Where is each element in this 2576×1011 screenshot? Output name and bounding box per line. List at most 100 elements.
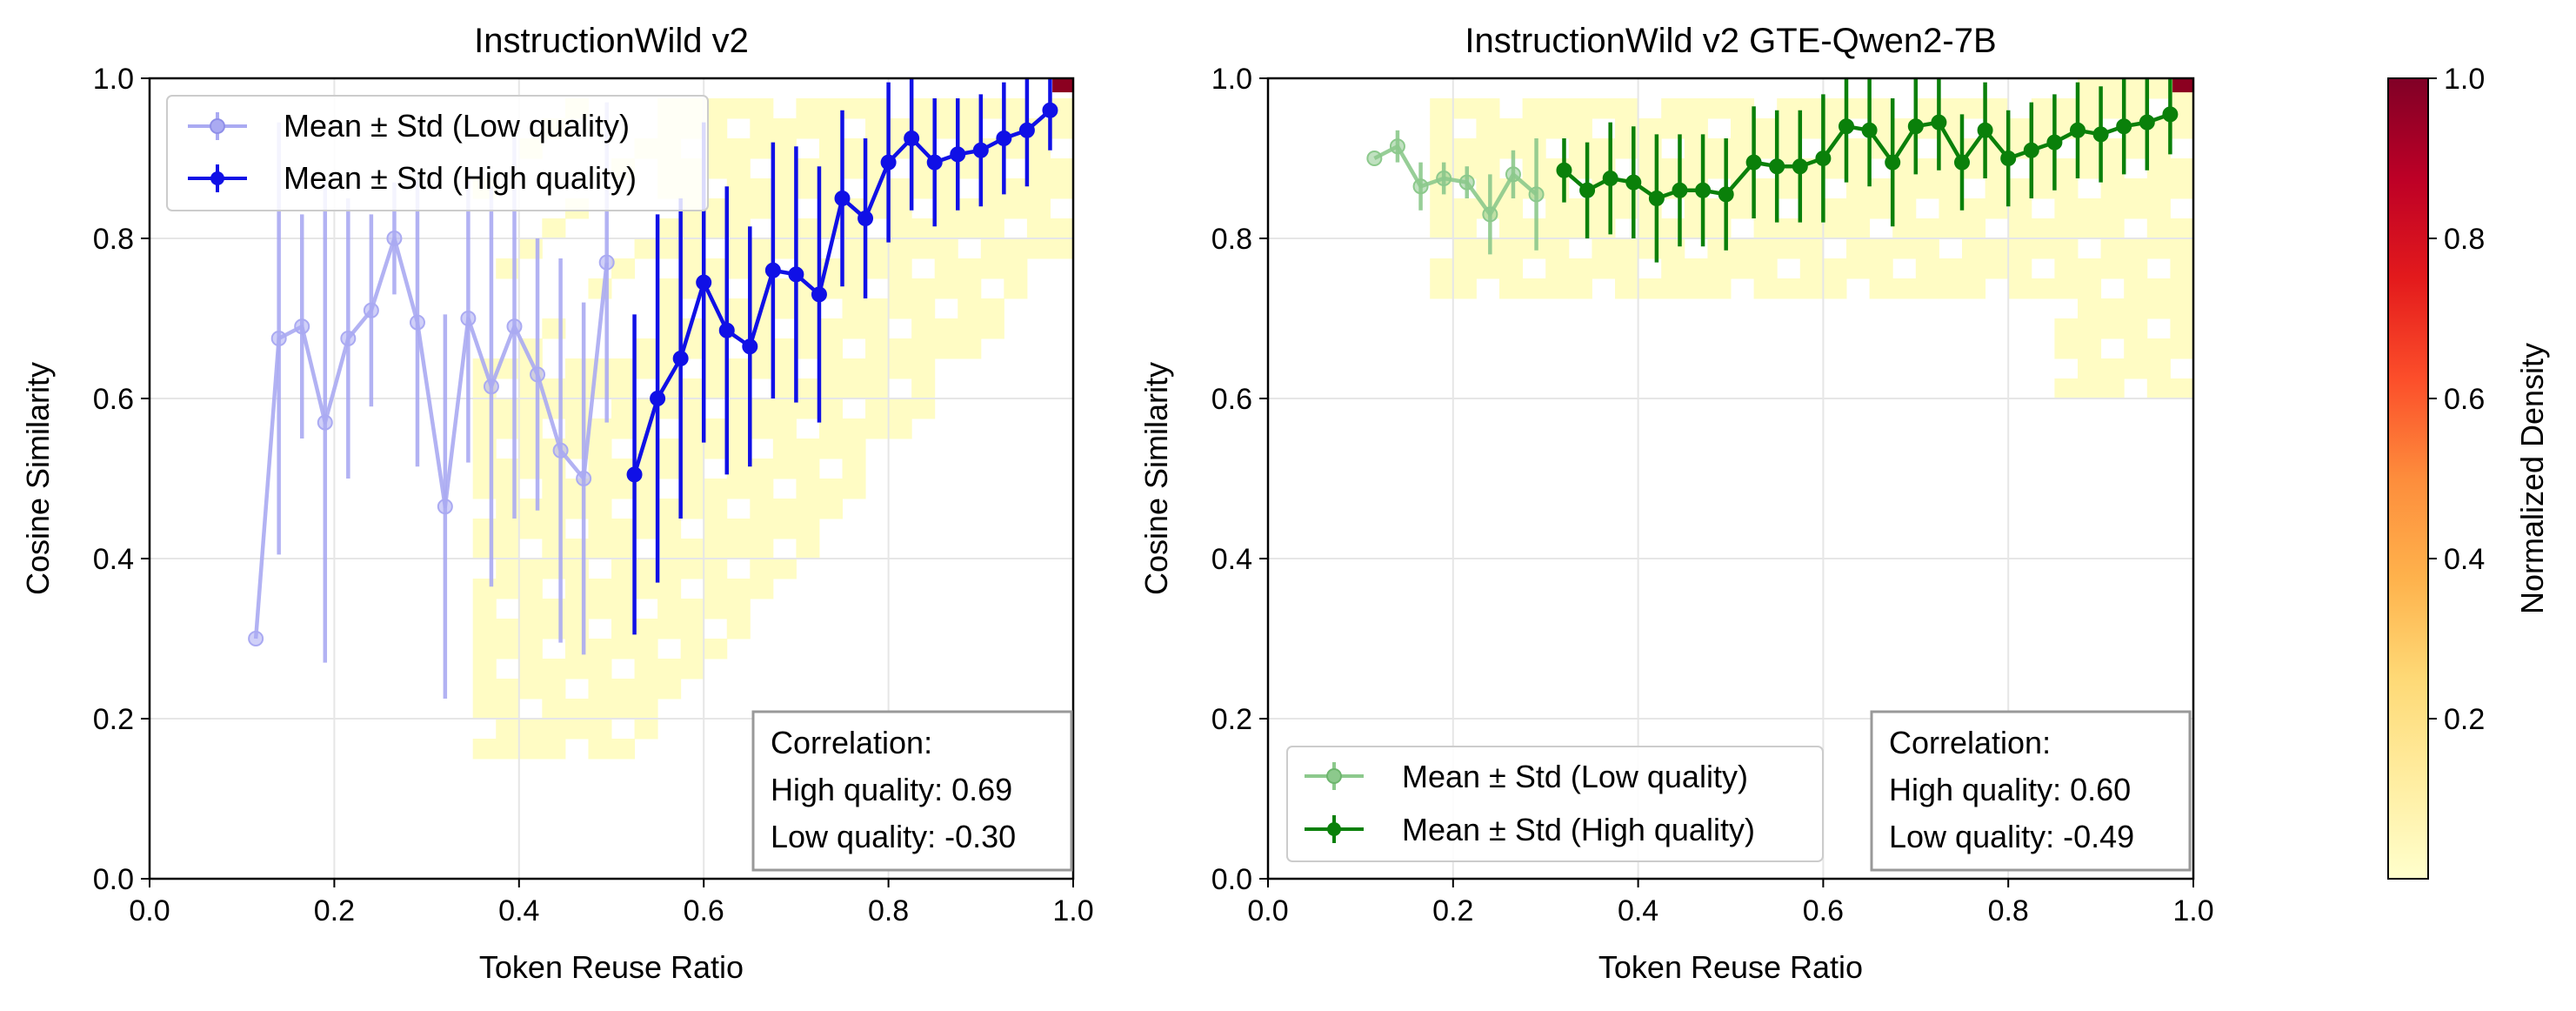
- right-density-cell: [2124, 358, 2148, 379]
- right-high-point: [1579, 182, 1596, 198]
- left-low-point: [409, 314, 425, 331]
- right-density-cell: [2124, 338, 2148, 359]
- right-density-cell: [2170, 118, 2194, 139]
- right-density-cell: [1522, 218, 1546, 239]
- left-density-cell: [726, 539, 751, 559]
- left-density-cell: [865, 258, 890, 279]
- right-density-cell: [2078, 358, 2102, 379]
- left-density-cell: [704, 599, 728, 619]
- left-density-cell: [657, 278, 682, 299]
- right-y-tick-label: 1.0: [1211, 63, 1252, 96]
- left-density-cell: [934, 198, 958, 219]
- colorbar-gradient: [2387, 77, 2429, 880]
- right-low-point: [1505, 166, 1521, 183]
- right-density-cell: [1823, 278, 1847, 299]
- left-density-cell: [750, 98, 774, 119]
- right-density-cell: [2170, 218, 2194, 239]
- right-density-cell: [1452, 218, 1477, 239]
- right-density-cell: [2008, 278, 2032, 299]
- left-density-cell: [657, 539, 682, 559]
- right-density-cell: [1939, 218, 1963, 239]
- right-density-cell: [1476, 238, 1500, 259]
- right-low-point: [1458, 174, 1475, 191]
- right-density-cell: [1939, 278, 1963, 299]
- left-density-cell: [588, 539, 612, 559]
- right-density-cell: [1522, 138, 1546, 159]
- left-low-point: [248, 631, 264, 646]
- left-high-point: [1042, 102, 1058, 118]
- left-density-cell: [1026, 238, 1051, 259]
- left-density-cell: [934, 318, 958, 339]
- right-y-tick-label: 0.6: [1211, 383, 1252, 416]
- right-density-cell: [1476, 138, 1500, 159]
- right-density-cell: [1430, 198, 1454, 219]
- right-density-cell: [1846, 158, 1871, 179]
- left-density-cell: [796, 118, 820, 139]
- left-density-cell: [1050, 178, 1074, 199]
- left-density-cell: [680, 378, 704, 399]
- left-legend-box: [166, 95, 709, 211]
- left-low-point: [530, 366, 546, 383]
- left-density-cell: [634, 559, 658, 579]
- right-density-cell: [2008, 198, 2032, 219]
- left-high-point: [696, 274, 712, 291]
- left-density-cell: [911, 98, 936, 119]
- left-density-cell: [842, 318, 866, 339]
- left-density-cell: [588, 418, 612, 439]
- right-density-cell: [2124, 98, 2148, 119]
- left-high-point: [926, 154, 943, 171]
- right-density-cell: [1823, 98, 1847, 119]
- left-y-tick-label: 0.6: [93, 383, 134, 416]
- left-density-cell: [958, 198, 982, 219]
- right-ticks: 0.0 0.2 0.4 0.6 0.8 1.0 0.0 0.2 0.4 0.6 0.8 1.0: [1211, 63, 2214, 927]
- left-density-cell: [518, 519, 543, 539]
- right-density-cell: [2031, 118, 2055, 139]
- left-density-cell: [680, 539, 704, 559]
- left-density-cell: [911, 238, 936, 259]
- right-density-cell: [2124, 138, 2148, 159]
- left-high-point: [626, 466, 643, 483]
- left-density-cell: [704, 258, 728, 279]
- right-density-cell: [2170, 338, 2194, 359]
- left-density-cell: [980, 318, 1004, 339]
- left-density-cell: [518, 739, 543, 760]
- right-density-cell: [1731, 238, 1755, 259]
- right-low-point: [1412, 178, 1429, 195]
- left-high-point: [788, 266, 804, 283]
- left-density-cell: [634, 639, 658, 659]
- left-density-cell: [958, 118, 982, 139]
- right-density-cell: [2100, 158, 2125, 179]
- left-density-cell: [934, 278, 958, 299]
- right-density-cell: [1615, 98, 1639, 119]
- right-density-cell: [1430, 98, 1454, 119]
- right-density-cell: [1869, 98, 1893, 119]
- left-density-cell: [588, 599, 612, 619]
- left-density-cell: [704, 118, 728, 139]
- left-density-cell: [611, 479, 636, 499]
- left-density-cell: [772, 398, 797, 419]
- right-density-cell: [1638, 278, 1662, 299]
- left-high-point: [996, 131, 1012, 146]
- right-density-cell: [1915, 218, 1939, 239]
- right-density-cell: [1522, 158, 1546, 179]
- right-x-tick-label: 0.8: [1988, 894, 2029, 927]
- left-density-cell: [980, 158, 1004, 179]
- left-density-cell: [750, 238, 774, 259]
- right-density-cell: [1985, 178, 2009, 199]
- right-density-cell: [1452, 278, 1477, 299]
- left-density-cell: [726, 599, 751, 619]
- right-density-cell: [1846, 218, 1871, 239]
- right-density-cell: [1869, 238, 1893, 259]
- right-density-cell: [1892, 218, 1917, 239]
- right-density-cell: [1892, 278, 1917, 299]
- left-density-cell: [611, 358, 636, 379]
- left-density-cell: [634, 519, 658, 539]
- right-density-cell: [1985, 98, 2009, 119]
- right-density-cell: [1476, 158, 1500, 179]
- left-density-cell: [865, 358, 890, 379]
- left-density-cell: [634, 679, 658, 700]
- left-legend-label-high: Mean ± Std (High quality): [284, 160, 637, 196]
- right-density-cell: [2124, 298, 2148, 319]
- left-density-cell: [588, 459, 612, 479]
- left-density-cell: [750, 519, 774, 539]
